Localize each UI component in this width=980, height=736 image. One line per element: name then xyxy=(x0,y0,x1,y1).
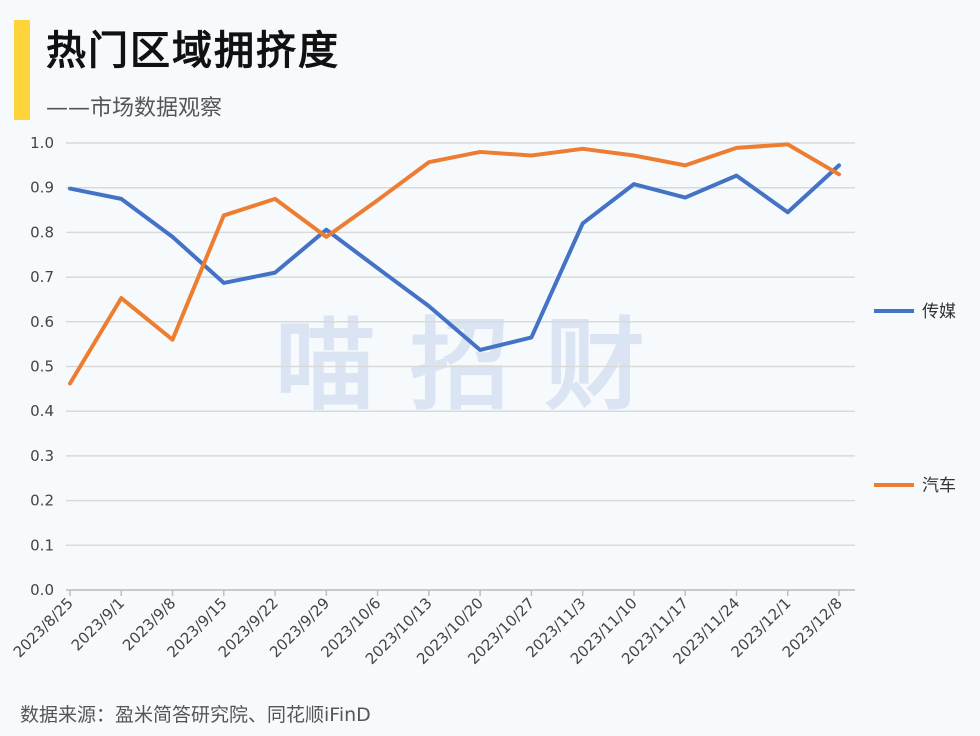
x-tick-label: 2023/9/1 xyxy=(68,594,128,654)
y-tick-label: 0.0 xyxy=(30,581,54,599)
title-accent-bar xyxy=(14,20,30,120)
y-tick-label: 0.4 xyxy=(30,402,54,420)
series-line-0 xyxy=(68,163,841,352)
data-source-note: 数据来源：盈米简答研究院、同花顺iFinD xyxy=(20,704,371,726)
page-subtitle: ——市场数据观察 xyxy=(46,96,223,121)
y-tick-label: 0.7 xyxy=(30,268,54,286)
y-tick-label: 0.8 xyxy=(30,223,54,241)
y-tick-label: 0.1 xyxy=(30,536,54,554)
series-line-1 xyxy=(68,142,841,386)
x-axis-ticks: 2023/8/252023/9/12023/9/82023/9/152023/9… xyxy=(10,590,846,668)
page-title: 热门区域拥挤度 xyxy=(46,28,340,74)
watermark-text: 喵 招 财 xyxy=(275,307,645,424)
legend-label-0: 传媒 xyxy=(922,302,956,322)
y-tick-label: 0.3 xyxy=(30,447,54,465)
chart-gridlines xyxy=(66,142,855,591)
y-tick-label: 0.6 xyxy=(30,313,54,331)
chart-series xyxy=(68,142,841,386)
y-axis-ticks: 0.0 0.1 0.2 0.3 0.4 0.5 0.6 0.7 0.8 0.9 1.0 xyxy=(30,134,54,599)
y-tick-label: 0.2 xyxy=(30,492,54,510)
x-tick-label: 2023/8/25 xyxy=(10,594,77,661)
legend-label-1: 汽车 xyxy=(922,476,956,496)
y-tick-label: 0.9 xyxy=(30,179,54,197)
y-tick-label: 0.5 xyxy=(30,358,54,376)
y-tick-label: 1.0 xyxy=(30,134,54,152)
